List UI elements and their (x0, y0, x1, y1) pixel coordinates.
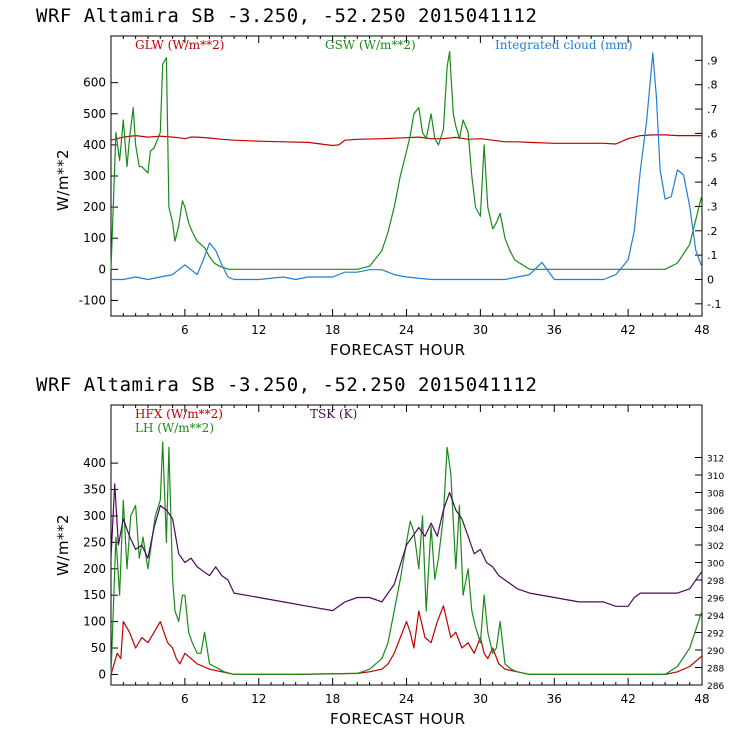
bottom-y2-tick-label: 294 (707, 612, 724, 622)
bottom-y-tick-label: 250 (83, 535, 106, 549)
bottom-y-tick-label: 300 (83, 509, 106, 523)
bottom-y-tick-label: 150 (83, 588, 106, 602)
top-x-tick-label: 6 (181, 323, 189, 337)
bottom-y2-tick-label: 306 (707, 507, 724, 517)
bottom-y-tick-label: 200 (83, 562, 106, 576)
top-y-tick-label: 0 (98, 262, 106, 276)
top-y2-tick-label: 0 (707, 273, 714, 286)
top-y-tick-label: 200 (83, 200, 106, 214)
series-line-gsw (110, 50, 703, 270)
bottom-x-axis-label: FORECAST HOUR (330, 710, 466, 728)
top-ticks: 6 12 18 24 30 36 42 48 -100 0 100 200 300 400 500 600 -.… (79, 36, 721, 337)
bottom-y2-tick-label: 290 (707, 647, 724, 657)
bottom-x-tick-label: 18 (325, 692, 340, 706)
bottom-y2-tick-label: 304 (707, 525, 724, 535)
bottom-y-tick-label: 100 (83, 615, 106, 629)
top-x-tick-label: 18 (325, 323, 340, 337)
legend-lh: LH (W/m**2) (135, 421, 214, 435)
bottom-y2-tick-label: 298 (707, 577, 724, 587)
bottom-y2-tick-label: 300 (707, 560, 724, 570)
bottom-y2-tick-label: 312 (707, 455, 724, 465)
bottom-x-tick-label: 6 (181, 692, 189, 706)
top-y-tick-label: 600 (83, 76, 106, 90)
bottom-x-tick-label: 36 (547, 692, 562, 706)
series-line-lh (110, 441, 703, 676)
top-y2-tick-label: .7 (707, 103, 718, 116)
top-y2-tick-label: .9 (707, 54, 718, 67)
bottom-x-tick-label: 24 (399, 692, 414, 706)
top-y2-tick-label: .1 (707, 249, 718, 262)
top-x-tick-label: 12 (251, 323, 266, 337)
top-plot-frame (110, 35, 703, 317)
bottom-y2-tick-label: 308 (707, 490, 724, 500)
bottom-chart-title: WRF Altamira SB -3.250, -52.250 20150411… (36, 374, 537, 396)
bottom-x-tick-label: 12 (251, 692, 266, 706)
top-x-axis-label: FORECAST HOUR (330, 341, 466, 359)
legend-tsk: TSK (K) (310, 407, 357, 421)
bottom-y2-tick-label: 302 (707, 542, 724, 552)
bottom-x-tick-label: 48 (694, 692, 709, 706)
bottom-y-tick-label: 0 (98, 667, 106, 681)
top-y2-tick-label: .4 (707, 176, 718, 189)
legend-gsw: GSW (W/m**2) (325, 38, 416, 52)
bottom-y2-tick-label: 288 (707, 665, 724, 675)
top-y-tick-label: 300 (83, 169, 106, 183)
top-y-tick-label: -100 (79, 293, 106, 307)
bottom-ticks: 6 12 18 24 30 36 42 48 0 50 100 150 200 250 300 350 400 2… (83, 405, 724, 706)
top-chart-title: WRF Altamira SB -3.250, -52.250 20150411… (36, 5, 537, 27)
bottom-y-tick-label: 400 (83, 456, 106, 470)
top-y2-tick-label: -.1 (707, 298, 721, 311)
top-y-tick-label: 100 (83, 231, 106, 245)
series-line-integrated (111, 52, 703, 281)
top-y-tick-label: 500 (83, 107, 106, 121)
legend-cloud: Integrated cloud (mm) (495, 38, 633, 52)
top-x-tick-label: 48 (694, 323, 709, 337)
series-line-tsk (110, 483, 703, 612)
top-x-tick-label: 36 (547, 323, 562, 337)
top-x-tick-label: 42 (620, 323, 635, 337)
top-x-tick-label: 24 (399, 323, 414, 337)
series-line-hfx (110, 605, 703, 676)
series-line-glw (110, 134, 702, 147)
top-y2-tick-label: .3 (707, 200, 718, 213)
top-y2-tick-label: .8 (707, 79, 718, 92)
top-x-tick-label: 30 (473, 323, 488, 337)
bottom-chart: WRF Altamira SB -3.250, -52.250 20150411… (36, 374, 724, 728)
top-y2-tick-label: .2 (707, 225, 718, 238)
bottom-y2-tick-label: 286 (707, 682, 724, 692)
legend-glw: GLW (W/m**2) (135, 38, 224, 52)
top-y2-tick-label: .5 (707, 152, 718, 165)
bottom-x-tick-label: 42 (620, 692, 635, 706)
legend-hfx: HFX (W/m**2) (135, 407, 223, 421)
bottom-y-tick-label: 350 (83, 483, 106, 497)
top-y-tick-label: 400 (83, 138, 106, 152)
top-y-axis-label: W/m**2 (54, 149, 72, 211)
top-series (110, 50, 703, 281)
bottom-series (110, 441, 703, 676)
bottom-y-axis-label: W/m**2 (54, 514, 72, 576)
bottom-x-tick-label: 30 (473, 692, 488, 706)
bottom-y2-tick-label: 292 (707, 630, 724, 640)
bottom-y-tick-label: 50 (91, 641, 106, 655)
top-y2-tick-label: .6 (707, 127, 718, 140)
bottom-y2-tick-label: 310 (707, 472, 724, 482)
top-chart: WRF Altamira SB -3.250, -52.250 20150411… (36, 5, 721, 359)
bottom-y2-tick-label: 296 (707, 595, 724, 605)
